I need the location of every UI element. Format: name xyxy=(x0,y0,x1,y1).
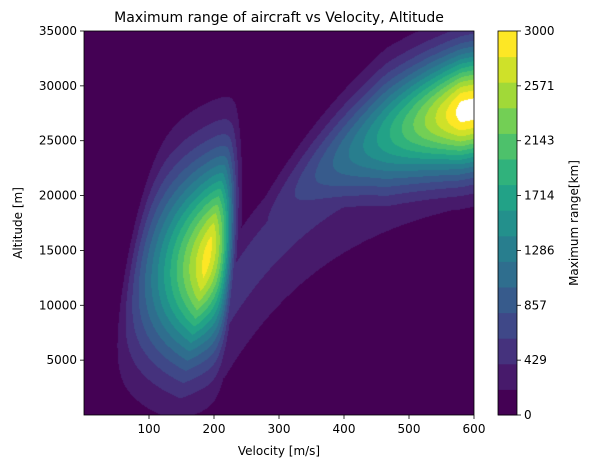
x-tick-label: 500 xyxy=(398,422,421,436)
colorbar-band xyxy=(498,56,517,83)
colorbar-band xyxy=(498,261,517,288)
colorbar-band xyxy=(498,107,517,134)
colorbar-tick-label: 2571 xyxy=(524,79,555,93)
colorbar-band xyxy=(498,184,517,211)
colorbar-tick-label: 3000 xyxy=(524,24,555,38)
colorbar-tick-label: 2143 xyxy=(524,134,555,148)
colorbar-band xyxy=(498,210,517,237)
y-axis: 5000 10000 15000 20000 25000 30000 35000 xyxy=(39,24,84,367)
x-axis-label: Velocity [m/s] xyxy=(238,444,320,458)
x-tick-label: 600 xyxy=(463,422,486,436)
y-tick-label: 30000 xyxy=(39,79,77,93)
x-tick-label: 200 xyxy=(203,422,226,436)
y-tick-label: 25000 xyxy=(39,134,77,148)
colorbar-tick-label: 1286 xyxy=(524,243,555,257)
colorbar-band xyxy=(498,82,517,109)
colorbar-tick-label: 0 xyxy=(524,408,532,422)
colorbar-tick-label: 1714 xyxy=(524,189,555,203)
colorbar-tick-label: 429 xyxy=(524,353,547,367)
y-tick-label: 35000 xyxy=(39,24,77,38)
contour-fill xyxy=(84,31,474,415)
colorbar: 0 429 857 1286 1714 2143 2571 3000 Maximum rang… xyxy=(497,24,581,422)
colorbar-band xyxy=(498,389,517,416)
y-axis-label: Altitude [m] xyxy=(11,187,25,259)
colorbar-bands xyxy=(498,31,517,416)
y-tick-label: 10000 xyxy=(39,298,77,312)
colorbar-band xyxy=(498,159,517,186)
colorbar-band xyxy=(498,363,517,390)
y-tick-label: 5000 xyxy=(46,353,77,367)
colorbar-ticks: 0 429 857 1286 1714 2143 2571 3000 xyxy=(517,24,555,422)
y-tick-label: 20000 xyxy=(39,189,77,203)
colorbar-frame xyxy=(497,30,518,416)
plot-area xyxy=(83,30,475,416)
x-tick-label: 100 xyxy=(138,422,161,436)
y-tick-label: 15000 xyxy=(39,243,77,257)
colorbar-band xyxy=(498,31,517,58)
colorbar-band xyxy=(498,133,517,160)
x-axis: 100 200 300 400 500 600 xyxy=(138,415,486,436)
colorbar-band xyxy=(498,287,517,314)
x-tick-label: 400 xyxy=(333,422,356,436)
colorbar-band xyxy=(498,235,517,262)
colorbar-band xyxy=(498,312,517,339)
chart-title: Maximum range of aircraft vs Velocity, A… xyxy=(114,10,444,26)
x-tick-label: 300 xyxy=(268,422,291,436)
colorbar-band xyxy=(498,338,517,365)
colorbar-label: Maximum range[km] xyxy=(567,160,581,286)
colorbar-tick-label: 857 xyxy=(524,298,547,312)
